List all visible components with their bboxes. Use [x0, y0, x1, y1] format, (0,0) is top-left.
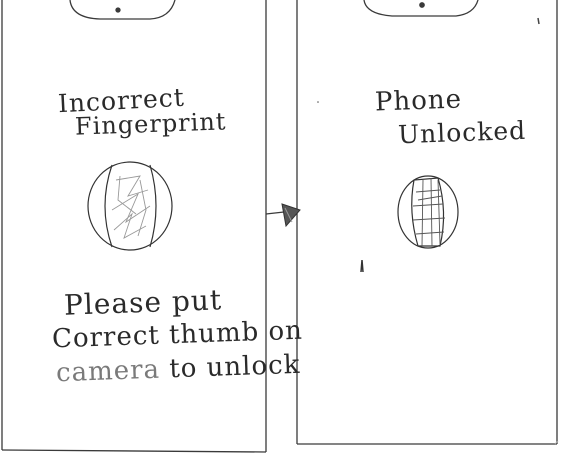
fingerprint-scanner-icon[interactable] — [397, 175, 459, 249]
right-phone-frame — [296, 0, 558, 445]
instruction-line-1: Please put — [63, 283, 223, 322]
left-phone-frame — [1, 0, 267, 453]
instruction-camera-word: camera — [55, 354, 161, 389]
error-subtitle: Fingerprint — [74, 107, 227, 141]
fingerprint-scanner-icon[interactable] — [87, 161, 173, 251]
success-subtitle: Unlocked — [397, 115, 527, 150]
instruction-line-3-rest: to unlock — [159, 349, 301, 385]
success-title: Phone — [374, 84, 463, 118]
arrow-right-icon[interactable] — [265, 203, 301, 228]
